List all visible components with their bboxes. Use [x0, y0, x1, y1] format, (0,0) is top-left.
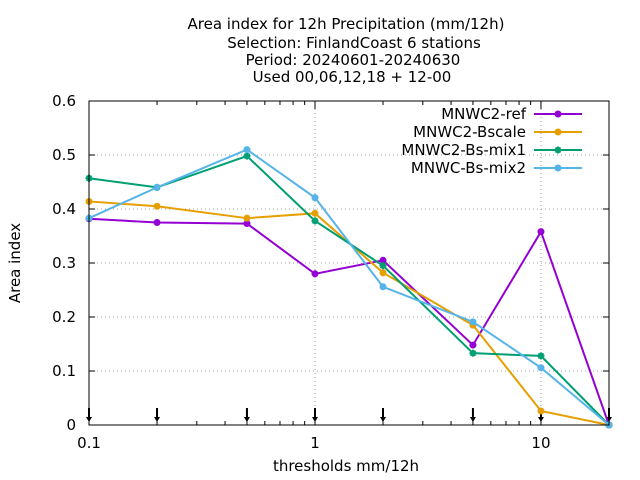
threshold-marker-head	[537, 417, 544, 422]
x-axis-label: thresholds mm/12h	[273, 457, 419, 475]
data-point	[243, 152, 251, 160]
data-point-bar	[469, 349, 477, 357]
y-axis-label: Area index	[6, 223, 24, 303]
x-tick-label: 10	[531, 434, 550, 452]
series-line	[88, 200, 610, 426]
legend-label: MNWC2-Bs-mix1	[401, 141, 526, 159]
legend-label: MNWC2-Bscale	[413, 123, 526, 141]
threshold-marker-head	[380, 417, 387, 422]
series-3	[85, 152, 613, 429]
legend-swatch-marker	[554, 146, 562, 154]
x-tick-label: 1	[310, 434, 320, 452]
data-point	[379, 283, 387, 291]
data-point	[537, 407, 545, 415]
legend-item: MNWC2-ref	[441, 105, 582, 123]
y-tick-label: 0.3	[52, 254, 76, 272]
y-tick-label: 0	[66, 416, 76, 434]
data-point	[537, 364, 545, 372]
threshold-marker-head	[243, 417, 250, 422]
legend-swatch-marker-bar	[554, 146, 562, 154]
data-point-bar	[311, 217, 319, 225]
y-tick-label: 0.2	[52, 308, 76, 326]
series-line	[88, 148, 610, 426]
y-tick-label: 0.1	[52, 362, 76, 380]
title-line-2: Selection: FinlandCoast 6 stations	[227, 34, 481, 52]
plot-frame	[88, 100, 610, 426]
data-point	[243, 214, 251, 222]
series-1	[85, 215, 613, 429]
threshold-marker-head	[154, 417, 161, 422]
legend-label: MNWC2-ref	[441, 105, 526, 123]
series-line	[88, 154, 610, 426]
data-point	[243, 220, 251, 228]
data-point	[153, 202, 161, 210]
legend: MNWC2-refMNWC2-BscaleMNWC2-Bs-mix1MNWC-B…	[401, 105, 582, 177]
y-tick-label: 0.4	[52, 200, 76, 218]
data-point	[153, 183, 161, 191]
threshold-markers	[86, 408, 612, 422]
data-point	[469, 349, 477, 357]
data-point	[379, 262, 387, 270]
legend-swatch-marker	[554, 110, 562, 118]
legend-item: MNWC2-Bscale	[413, 123, 582, 141]
data-point-bar	[243, 152, 251, 160]
y-tick-label: 0.6	[52, 92, 76, 110]
legend-item: MNWC2-Bs-mix1	[401, 141, 582, 159]
data-point	[311, 194, 319, 202]
data-point	[311, 209, 319, 217]
series-4	[85, 146, 613, 429]
legend-swatch-marker	[554, 164, 562, 172]
data-point	[379, 256, 387, 264]
data-point	[153, 219, 161, 226]
series-line	[88, 217, 610, 426]
series-lines	[85, 146, 613, 429]
data-point	[379, 269, 387, 277]
legend-label: MNWC-Bs-mix2	[411, 159, 526, 177]
data-point-bar	[379, 262, 387, 269]
data-point	[311, 270, 319, 278]
legend-swatch-marker	[554, 128, 562, 136]
data-point-bar	[537, 352, 545, 360]
title-line-4: Used 00,06,12,18 + 12-00	[253, 68, 452, 86]
data-point	[537, 228, 545, 236]
title-line-1: Area index for 12h Precipitation (mm/12h…	[188, 15, 505, 33]
threshold-marker-head	[311, 417, 318, 422]
data-point	[311, 217, 319, 225]
title-line-3: Period: 20240601-20240630	[246, 51, 461, 69]
data-point	[537, 352, 545, 360]
grid	[89, 101, 609, 425]
x-tick-label: 0.1	[77, 434, 101, 452]
series-2	[85, 197, 613, 429]
data-point	[469, 341, 477, 349]
data-point	[469, 318, 477, 326]
legend-item: MNWC-Bs-mix2	[411, 159, 582, 177]
data-point	[243, 146, 251, 154]
threshold-marker-head	[469, 417, 476, 422]
y-tick-label: 0.5	[52, 146, 76, 164]
chart-title: Area index for 12h Precipitation (mm/12h…	[188, 15, 505, 86]
